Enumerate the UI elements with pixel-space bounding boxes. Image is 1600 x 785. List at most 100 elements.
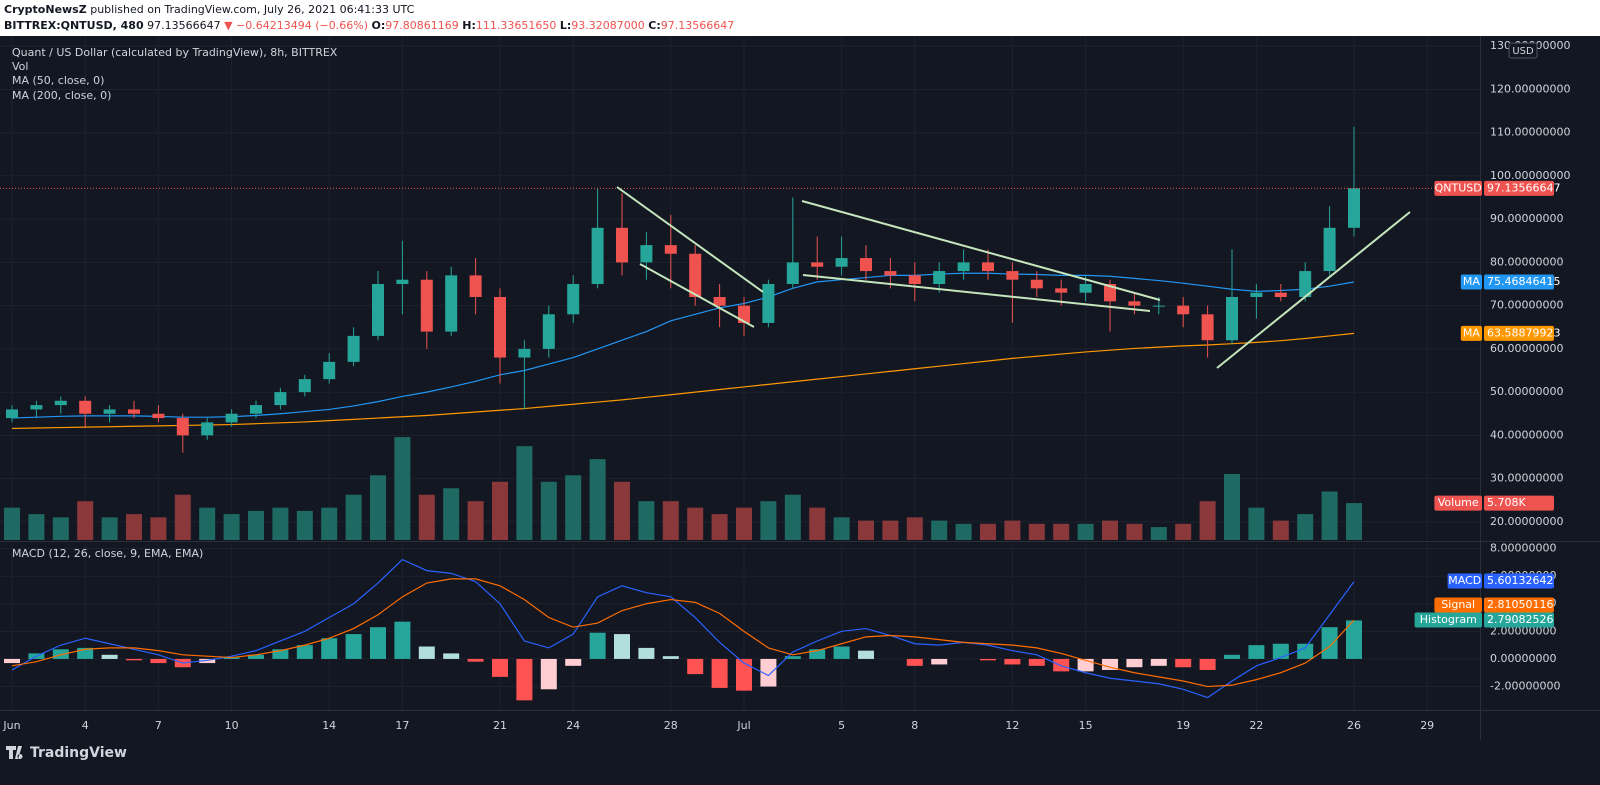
candle-body xyxy=(6,409,18,419)
author: CryptoNewsZ xyxy=(4,3,87,16)
candle-body xyxy=(1006,271,1019,280)
candle-body xyxy=(713,296,726,306)
histogram-bar xyxy=(101,654,118,659)
histogram-bar xyxy=(589,632,606,659)
volume-bar xyxy=(4,507,20,540)
tag-name: Volume xyxy=(1438,496,1479,509)
volume-bar xyxy=(516,446,533,540)
o-value: 97.80861169 xyxy=(385,19,458,32)
tag-name: QNTUSD xyxy=(1435,181,1482,194)
candle-body xyxy=(1177,305,1190,315)
trendline xyxy=(1216,211,1411,369)
histogram-bar xyxy=(565,658,582,666)
x-tick-label: Jun xyxy=(2,719,20,732)
histogram-bar xyxy=(1346,620,1362,659)
tag-value: 2.79082526 xyxy=(1487,613,1553,626)
histogram-bar xyxy=(711,658,728,688)
histogram-bar xyxy=(1102,658,1118,670)
legend: Quant / US Dollar (calculated by Trading… xyxy=(12,46,338,560)
x-tick-label: 14 xyxy=(322,719,336,732)
tag-value: 97.13566647 xyxy=(1487,181,1560,194)
histogram-bar xyxy=(614,634,630,659)
c-label: C: xyxy=(648,19,660,32)
histogram-bar xyxy=(492,658,508,677)
volume-bar xyxy=(77,501,94,540)
volume-bar xyxy=(150,517,167,540)
volume-bar xyxy=(443,488,460,540)
tag-name-box xyxy=(1434,597,1482,613)
volume-bar xyxy=(858,520,874,540)
candle-body xyxy=(176,418,189,436)
histogram-bar xyxy=(906,658,923,666)
candle-body xyxy=(396,279,409,285)
histogram-bar xyxy=(931,658,948,665)
x-tick-label: 29 xyxy=(1420,719,1434,732)
volume-bar xyxy=(418,494,435,540)
candle-body xyxy=(372,284,384,336)
histogram-bar xyxy=(272,649,289,659)
tag-value: 5.708K xyxy=(1487,496,1526,509)
tag-box xyxy=(1484,612,1554,628)
x-tick-label: 12 xyxy=(1005,719,1019,732)
candle-body xyxy=(664,245,677,254)
tag-name-box xyxy=(1447,573,1482,589)
chart-title: Quant / US Dollar (calculated by Trading… xyxy=(12,46,338,59)
h-label: H: xyxy=(462,19,476,32)
ma-line xyxy=(11,332,1355,430)
x-tick-label: 15 xyxy=(1079,719,1093,732)
candle-body xyxy=(250,405,262,414)
volume-bar xyxy=(662,501,679,540)
h-value: 111.33651650 xyxy=(476,19,556,32)
histogram-bar xyxy=(467,658,484,662)
candle-body xyxy=(1104,284,1116,302)
tag-box xyxy=(1484,573,1554,589)
histogram-bar xyxy=(150,658,167,664)
volume-bar xyxy=(1077,523,1094,540)
candle-body xyxy=(1128,301,1141,306)
volume-bar xyxy=(126,514,142,540)
change: ▼ −0.64213494 (−0.66%) xyxy=(224,19,368,32)
candle-body xyxy=(128,409,140,414)
x-tick-label: 24 xyxy=(566,719,580,732)
volume-bar xyxy=(1248,507,1265,540)
volume-bar xyxy=(638,501,655,540)
x-tick-label: 7 xyxy=(155,719,162,732)
y-tick-label: 80.00000000 xyxy=(1490,255,1563,268)
drawings xyxy=(616,186,1411,369)
volume-bar xyxy=(101,517,118,540)
candle-body xyxy=(1030,279,1043,289)
candle-body xyxy=(1201,314,1214,341)
histogram-bar xyxy=(1321,627,1338,659)
candle-body xyxy=(79,400,92,414)
volume-bar xyxy=(955,523,972,540)
tag-name: MACD xyxy=(1448,574,1481,587)
tag-name-box xyxy=(1434,180,1482,196)
candle-body xyxy=(982,262,994,272)
candle-body xyxy=(542,314,555,349)
volume-bar xyxy=(833,517,850,540)
volume-bar xyxy=(223,514,240,540)
histogram-bar xyxy=(1028,658,1045,666)
tag-name-box xyxy=(1434,495,1482,511)
histogram-bar xyxy=(223,657,240,659)
candle-body xyxy=(518,348,531,358)
histogram-bar xyxy=(345,634,362,659)
ma200-legend: MA (200, close, 0) xyxy=(12,89,111,102)
histogram-bar xyxy=(4,658,20,664)
volume-bar xyxy=(1126,523,1143,540)
x-tick-label: 10 xyxy=(225,719,239,732)
candle-body xyxy=(811,262,824,267)
symbol: BITTREX:QNTUSD, 480 xyxy=(4,19,144,32)
published: published on TradingView.com, July 26, 2… xyxy=(87,3,415,16)
volume-bar xyxy=(589,459,606,540)
volume-bar xyxy=(272,507,289,540)
histogram-bar xyxy=(52,649,69,659)
volume-bar xyxy=(345,494,362,540)
candle-body xyxy=(908,275,921,285)
candle-body xyxy=(933,271,946,285)
volume-layer xyxy=(4,437,1362,540)
candle-body xyxy=(860,258,872,272)
tag-name: MA xyxy=(1463,326,1480,339)
candle-body xyxy=(469,275,482,297)
volume-bar xyxy=(174,494,191,540)
